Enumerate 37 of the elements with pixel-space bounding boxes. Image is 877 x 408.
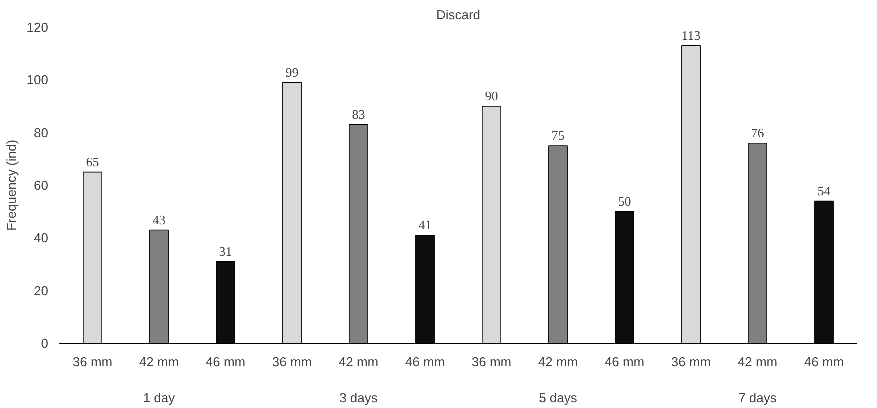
y-tick-label: 0 — [41, 336, 49, 351]
series-label: 42 mm — [139, 354, 180, 370]
x-tick-label: 7 days — [738, 390, 778, 406]
series-label: 46 mm — [206, 354, 246, 370]
text: 42 mm — [538, 354, 578, 370]
data-label: 113 — [682, 28, 701, 43]
chart-title: Discard — [436, 8, 481, 22]
x-tick-label: 1 day — [143, 390, 176, 406]
data-label: 65 — [86, 154, 100, 170]
text: 42 mm — [738, 354, 778, 370]
y-tick-label: 40 — [34, 230, 49, 246]
text: 36 mm — [272, 354, 312, 370]
text: 46 mm — [604, 354, 645, 370]
x-tick-label: 5 days — [539, 390, 578, 406]
text: 36 mm — [671, 354, 712, 370]
data-label: 54 — [818, 183, 832, 198]
y-tick-label: 20 — [34, 283, 49, 298]
y-tick-label: 120 — [26, 20, 49, 35]
data-label: 43 — [152, 212, 166, 228]
y-axis-title: Frequency (ind) — [4, 140, 19, 232]
text: 46 mm — [405, 354, 446, 370]
y-tick-label: 100 — [26, 72, 49, 88]
data-label: 90 — [485, 88, 498, 104]
data-label: 99 — [286, 64, 299, 80]
y-tick-label: 60 — [34, 178, 49, 193]
y-tick-label: 80 — [34, 125, 49, 140]
text: 36 mm — [472, 354, 512, 370]
text: 42 mm — [338, 354, 379, 370]
data-label: 31 — [219, 244, 232, 259]
series-label: 36 mm — [72, 354, 113, 370]
text: 46 mm — [804, 354, 844, 370]
x-tick-label: 3 days — [340, 390, 378, 406]
data-label: 83 — [352, 106, 366, 122]
data-label: 75 — [552, 128, 565, 143]
data-label: 50 — [618, 194, 632, 209]
data-label: 76 — [751, 125, 765, 140]
data-label: 41 — [418, 218, 432, 233]
